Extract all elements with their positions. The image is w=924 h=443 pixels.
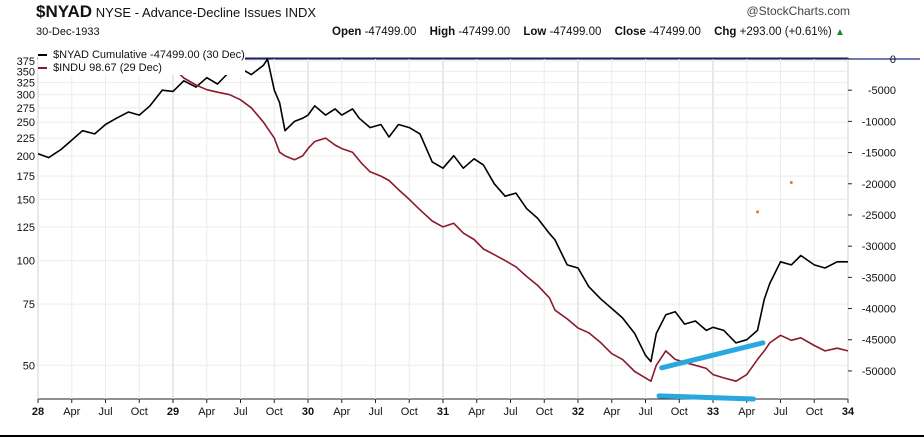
right-tick-label: -15000 xyxy=(862,148,896,160)
x-tick-label: Jul xyxy=(503,406,517,418)
left-tick-label: 250 xyxy=(17,117,35,129)
left-tick-label: 375 xyxy=(17,56,35,68)
bottom-border xyxy=(0,435,924,437)
symbol-description: NYSE - Advance-Decline Issues INDX xyxy=(95,5,317,20)
left-tick-label: 150 xyxy=(17,194,35,206)
chg-value: +293.00 (+0.61%) xyxy=(739,26,832,38)
left-tick-label: 50 xyxy=(23,360,35,372)
legend-swatch-icon xyxy=(38,54,47,57)
x-tick-label: 33 xyxy=(707,406,719,418)
trendline-annotation xyxy=(659,340,766,371)
x-tick-label: 32 xyxy=(572,406,584,418)
right-tick-label: -50000 xyxy=(862,366,896,378)
left-tick-label: 200 xyxy=(17,151,35,163)
brand-watermark: @StockCharts.com xyxy=(746,4,850,18)
right-tick-label: -30000 xyxy=(862,241,896,253)
x-tick-label: Oct xyxy=(806,406,823,418)
x-tick-label: 30 xyxy=(302,406,314,418)
right-tick-label: -40000 xyxy=(862,304,896,316)
left-tick-label: 350 xyxy=(17,66,35,78)
x-tick-label: Jul xyxy=(773,406,787,418)
trendline-annotation xyxy=(656,393,756,402)
legend-swatch-icon xyxy=(38,67,47,70)
right-tick-label: -25000 xyxy=(862,210,896,222)
left-tick-label: 300 xyxy=(17,90,35,102)
low-value: -47499.00 xyxy=(549,26,602,38)
left-tick-label: 75 xyxy=(23,299,35,311)
x-tick-label: Apr xyxy=(603,406,620,418)
x-tick-label: Apr xyxy=(198,406,215,418)
right-tick-label: -5000 xyxy=(868,85,896,97)
right-tick-label: -35000 xyxy=(862,272,896,284)
x-tick-label: Jul xyxy=(233,406,247,418)
left-tick-label: 125 xyxy=(17,222,35,234)
x-tick-label: 34 xyxy=(842,406,855,418)
left-tick-label: 225 xyxy=(17,133,35,145)
x-tick-label: 29 xyxy=(167,406,179,418)
x-tick-label: Oct xyxy=(266,406,283,418)
x-tick-label: Oct xyxy=(131,406,148,418)
left-tick-label: 100 xyxy=(17,256,35,268)
x-tick-label: Jul xyxy=(368,406,382,418)
x-tick-label: Oct xyxy=(536,406,553,418)
x-tick-label: Jul xyxy=(638,406,652,418)
left-tick-label: 325 xyxy=(17,78,35,90)
nyad-cumulative-line xyxy=(37,58,848,363)
x-tick-label: Apr xyxy=(63,406,80,418)
open-value: -47499.00 xyxy=(364,26,417,38)
x-tick-label: Apr xyxy=(468,406,485,418)
legend: $NYAD Cumulative -47499.00 (30 Dec) $IND… xyxy=(38,49,245,75)
legend-item-nyad: $NYAD Cumulative -47499.00 (30 Dec) xyxy=(38,49,245,62)
x-tick-label: Apr xyxy=(738,406,755,418)
right-tick-label: 0 xyxy=(890,54,896,66)
x-tick-label: Oct xyxy=(671,406,688,418)
left-tick-label: 275 xyxy=(17,103,35,115)
right-tick-label: -10000 xyxy=(862,116,896,128)
x-tick-label: 28 xyxy=(32,406,44,418)
chart-date: 30-Dec-1933 xyxy=(36,26,100,38)
up-arrow-icon: ▲ xyxy=(834,27,845,38)
legend-item-indu: $INDU 98.67 (29 Dec) xyxy=(38,62,245,75)
x-tick-label: Jul xyxy=(98,406,112,418)
x-tick-label: Apr xyxy=(333,406,350,418)
close-value: -47499.00 xyxy=(649,26,701,38)
chart-title: $NYAD NYSE - Advance-Decline Issues INDX xyxy=(36,2,316,22)
high-value: -47499.00 xyxy=(458,26,511,38)
left-tick-label: 175 xyxy=(17,171,35,183)
x-tick-label: Oct xyxy=(401,406,418,418)
symbol: $NYAD xyxy=(36,2,93,21)
right-tick-label: -45000 xyxy=(862,335,896,347)
indu-line xyxy=(139,66,849,383)
marker-dot xyxy=(756,210,760,214)
ohlc-readout: Open -47499.00 High -47499.00 Low -47499… xyxy=(332,26,845,38)
x-tick-label: 31 xyxy=(437,406,449,418)
marker-dot xyxy=(789,181,793,185)
right-tick-label: -20000 xyxy=(862,179,896,191)
